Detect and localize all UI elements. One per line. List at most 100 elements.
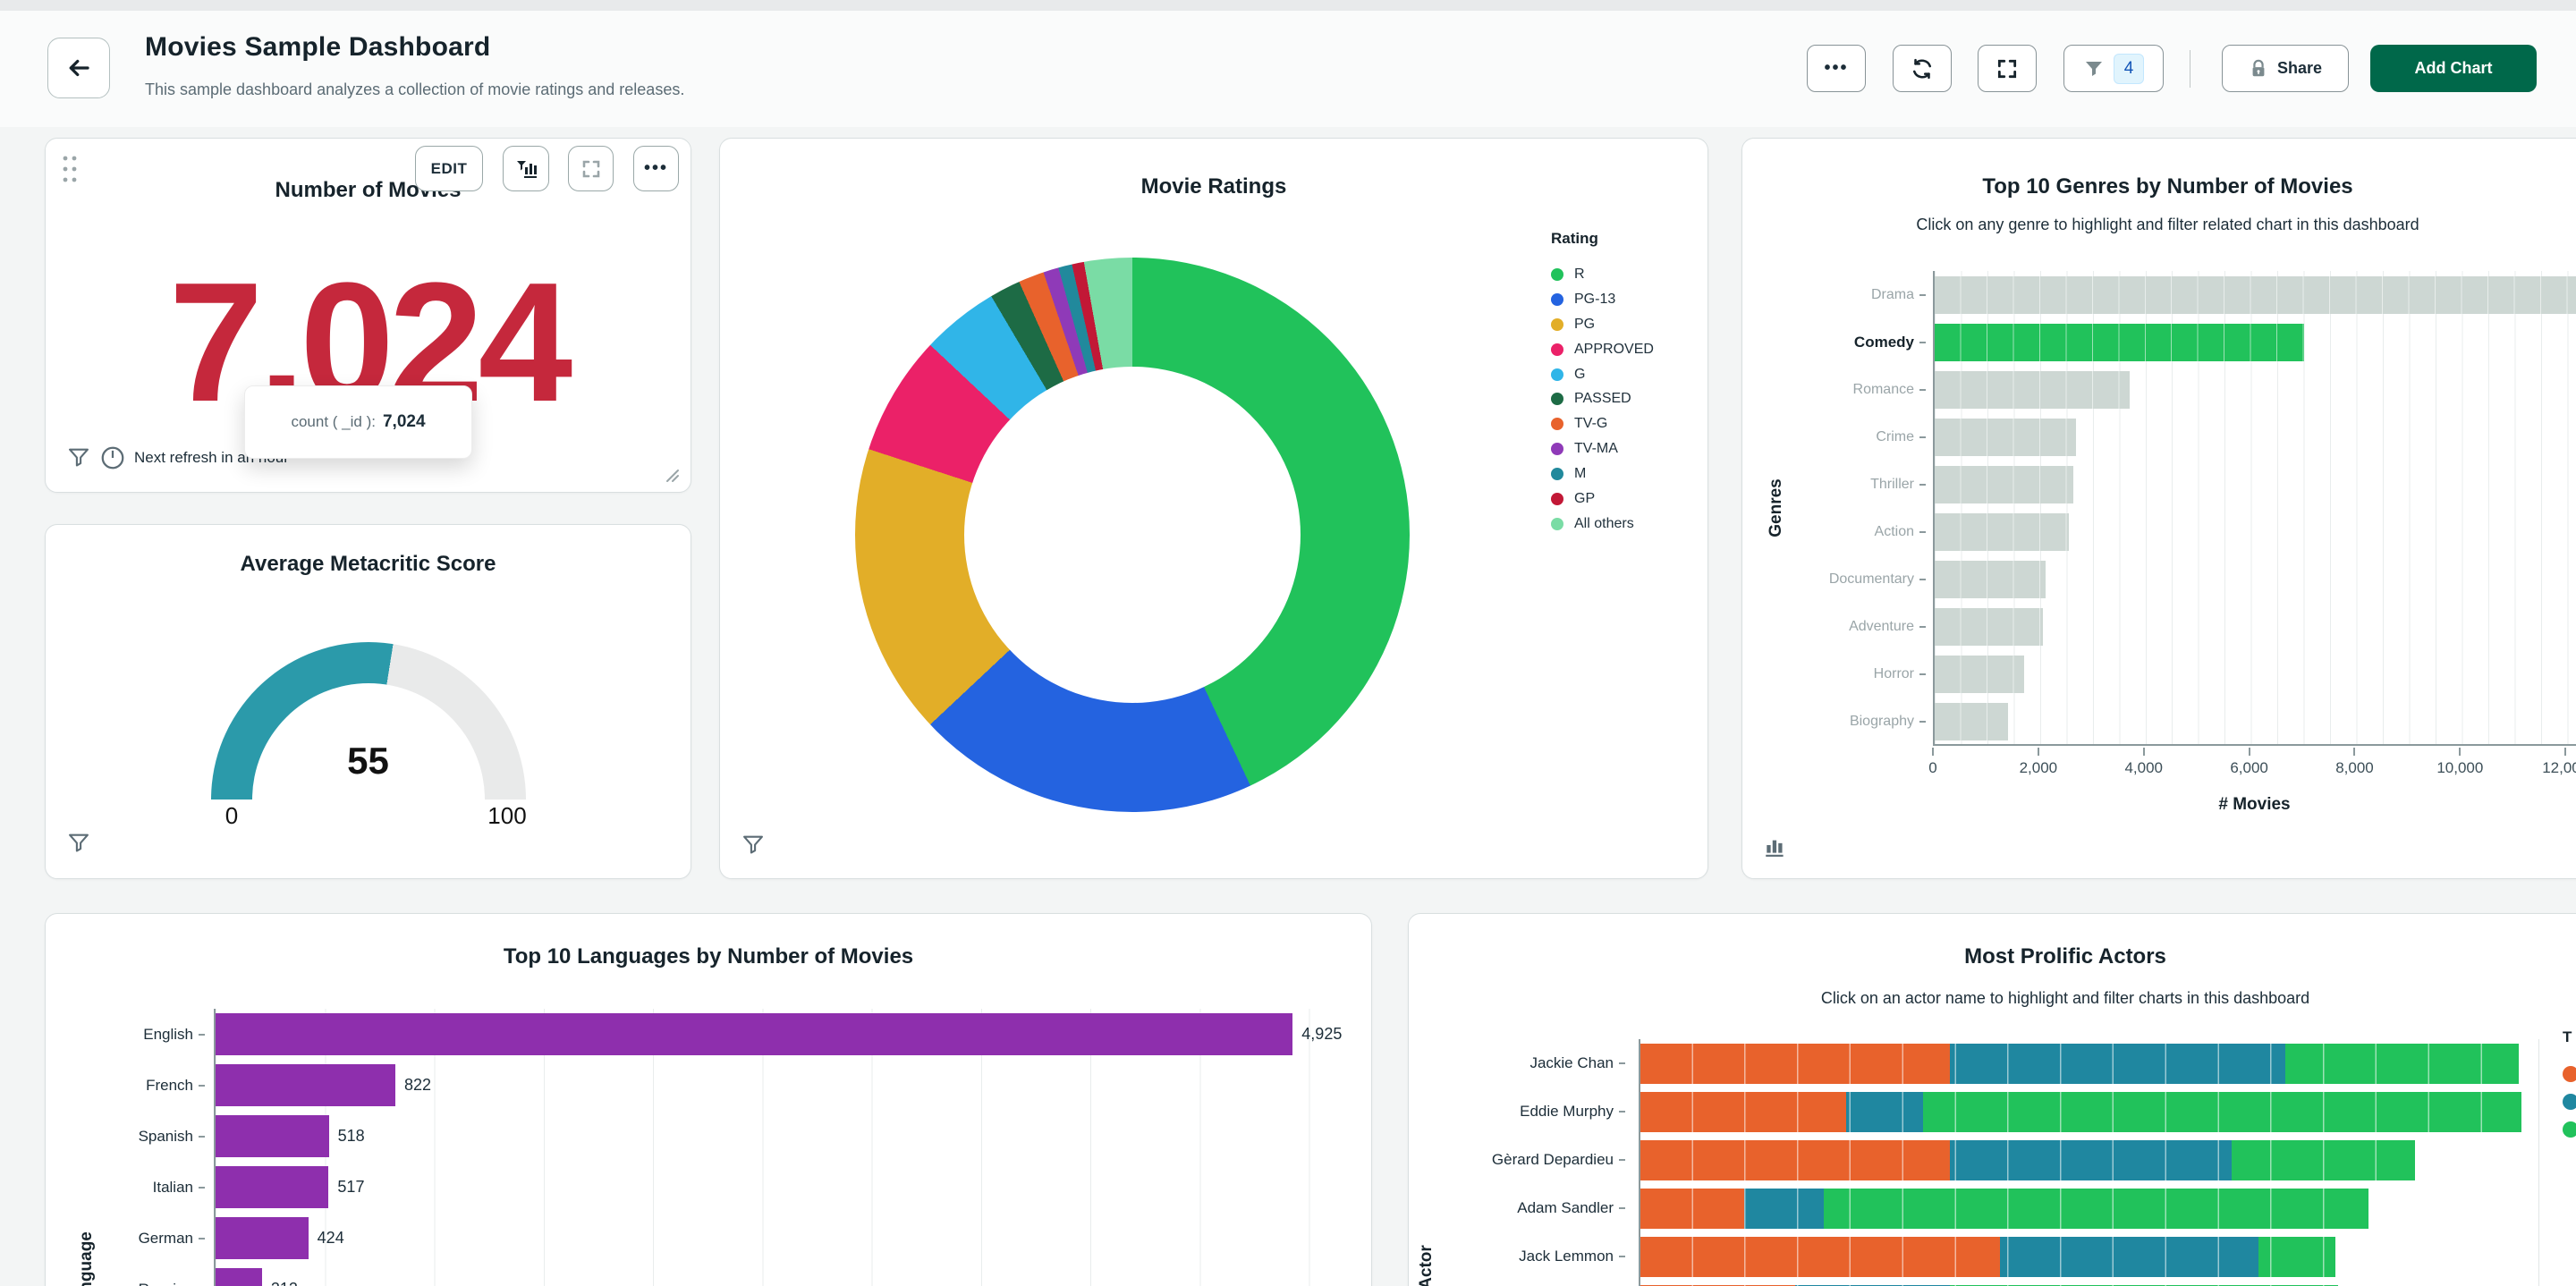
language-bar[interactable] [216, 1268, 262, 1286]
legend-item: TV-MA [1551, 436, 1654, 461]
language-label[interactable]: French [146, 1076, 193, 1094]
genre-label[interactable]: Horror [1873, 666, 1914, 682]
actor-label[interactable]: Jack Lemmon [1519, 1248, 1614, 1265]
genre-label[interactable]: Comedy [1853, 333, 1914, 351]
genre-label[interactable]: Drama [1870, 286, 1914, 302]
genre-label[interactable]: Crime [1876, 428, 1914, 444]
actor-bar-segment[interactable] [1640, 1188, 1744, 1229]
language-label[interactable]: Spanish [138, 1127, 193, 1145]
chart-filter-button[interactable] [503, 146, 549, 191]
language-label[interactable]: Italian [152, 1178, 193, 1196]
language-bar[interactable] [216, 1064, 395, 1106]
legend-swatch-icon [1551, 267, 1563, 281]
actor-bar-segment[interactable] [1640, 1236, 2001, 1277]
filter-icon[interactable] [66, 445, 91, 470]
actor-bar-segment[interactable] [2258, 1236, 2336, 1277]
ratings-donut[interactable] [855, 258, 1410, 812]
legend-label: M [1574, 466, 1587, 482]
language-bar-row: 424 [216, 1213, 1353, 1264]
genre-bar[interactable] [1935, 275, 2576, 314]
genre-bar[interactable] [1935, 370, 2131, 409]
axis-tick [1919, 626, 1926, 629]
more-options-button[interactable]: ••• [1807, 45, 1866, 92]
bar-chart-icon[interactable] [1763, 833, 1788, 858]
genre-label[interactable]: Documentary [1828, 571, 1914, 588]
actor-label-row: Jackie Chan [1409, 1039, 1625, 1087]
resize-handle-icon[interactable] [662, 465, 680, 483]
edit-label: EDIT [430, 159, 468, 177]
expand-chart-button[interactable] [568, 146, 614, 191]
actor-bar-segment[interactable] [1640, 1043, 1950, 1084]
genre-label[interactable]: Action [1874, 524, 1914, 540]
edit-chart-button[interactable]: EDIT [415, 146, 483, 191]
language-label[interactable]: German [138, 1229, 193, 1247]
actor-bar-segment[interactable] [2284, 1043, 2520, 1084]
genre-bar[interactable] [1935, 561, 2046, 599]
genre-label[interactable]: Biography [1849, 714, 1914, 730]
actor-bar-segment[interactable] [1823, 1188, 2369, 1229]
language-bar[interactable] [216, 1166, 329, 1208]
number-of-movies-card: Number of Movies EDIT ••• 7,024 count ( … [45, 138, 691, 493]
drag-handle-icon[interactable] [60, 153, 80, 185]
genre-bar[interactable] [1935, 513, 2069, 552]
refresh-button[interactable] [1893, 45, 1952, 92]
filter-icon[interactable] [66, 831, 91, 856]
actor-label[interactable]: Eddie Murphy [1520, 1103, 1614, 1120]
add-chart-button[interactable]: Add Chart [2370, 45, 2537, 92]
actor-bar-segment[interactable] [1744, 1188, 1824, 1229]
actor-bar-segment[interactable] [2000, 1236, 2259, 1277]
legend-swatch-icon [2563, 1066, 2576, 1082]
actor-bar-segment[interactable] [1949, 1139, 2233, 1180]
genre-bar[interactable] [1935, 418, 2076, 456]
legend-item: G [1551, 362, 1654, 387]
actor-bar-segment[interactable] [1640, 1139, 1950, 1180]
x-tick-label: 6,000 [2230, 759, 2268, 776]
axis-tick [1919, 388, 1926, 391]
back-button[interactable] [47, 38, 110, 98]
gauge-min-label: 0 [225, 802, 239, 829]
x-tick-mark [2142, 748, 2145, 756]
genre-bar[interactable] [1935, 656, 2025, 694]
language-label[interactable]: Russian [139, 1281, 193, 1286]
top-genres-card: Top 10 Genres by Number of Movies Click … [1741, 138, 2576, 879]
x-tick-mark [2353, 748, 2356, 756]
genre-bar[interactable] [1935, 323, 2304, 361]
legend-item: PG [1551, 312, 1654, 337]
genres-x-ticks: 0 2,000 4,000 6,000 8,000 10,000 12,000 [1928, 748, 2576, 783]
legend-swatch-icon [2563, 1094, 2576, 1110]
language-bar[interactable] [216, 1115, 329, 1157]
genre-bar[interactable] [1935, 703, 2008, 741]
actor-label[interactable]: Jackie Chan [1530, 1054, 1614, 1071]
language-bar[interactable] [216, 1013, 1293, 1055]
language-label-row: French [46, 1060, 205, 1111]
actor-bar-segment[interactable] [1845, 1091, 1923, 1132]
filter-icon[interactable] [741, 833, 766, 858]
language-bar[interactable] [216, 1217, 309, 1259]
ratings-legend-items: R PG-13 PG APPROVED G PASSED TV-G TV-MA M GP All o… [1551, 262, 1654, 537]
axis-tick [199, 1186, 205, 1189]
page-subtitle: This sample dashboard analyzes a collect… [145, 80, 685, 98]
actor-label[interactable]: Adam Sandler [1517, 1199, 1614, 1216]
actor-bar-segment[interactable] [1949, 1043, 2285, 1084]
x-tick-label: 2,000 [2019, 759, 2058, 776]
actor-bar-segment[interactable] [1640, 1091, 1846, 1132]
genre-bar[interactable] [1935, 465, 2073, 503]
card-more-button[interactable]: ••• [633, 146, 679, 191]
dashboard-filter-button[interactable]: 4 [2063, 45, 2164, 92]
genre-bar[interactable] [1935, 608, 2043, 647]
genres-plot [1933, 271, 2576, 746]
genre-label[interactable]: Thriller [1870, 476, 1914, 492]
actor-label[interactable]: Gèrard Depardieu [1491, 1151, 1614, 1168]
language-label[interactable]: English [143, 1025, 193, 1043]
share-button[interactable]: Share [2222, 45, 2349, 92]
legend-item: PG-13 [1551, 287, 1654, 312]
language-bar-row: 212 [216, 1264, 1353, 1286]
actor-bar-segment[interactable] [1922, 1091, 2521, 1132]
value-tooltip: count ( _id ): 7,024 [244, 385, 472, 459]
fullscreen-button[interactable] [1978, 45, 2037, 92]
axis-tick [1919, 341, 1926, 343]
genre-bar-row [1935, 508, 2576, 555]
genre-label[interactable]: Romance [1852, 381, 1914, 397]
genre-label[interactable]: Adventure [1849, 619, 1914, 635]
actor-bar-segment[interactable] [2232, 1139, 2416, 1180]
